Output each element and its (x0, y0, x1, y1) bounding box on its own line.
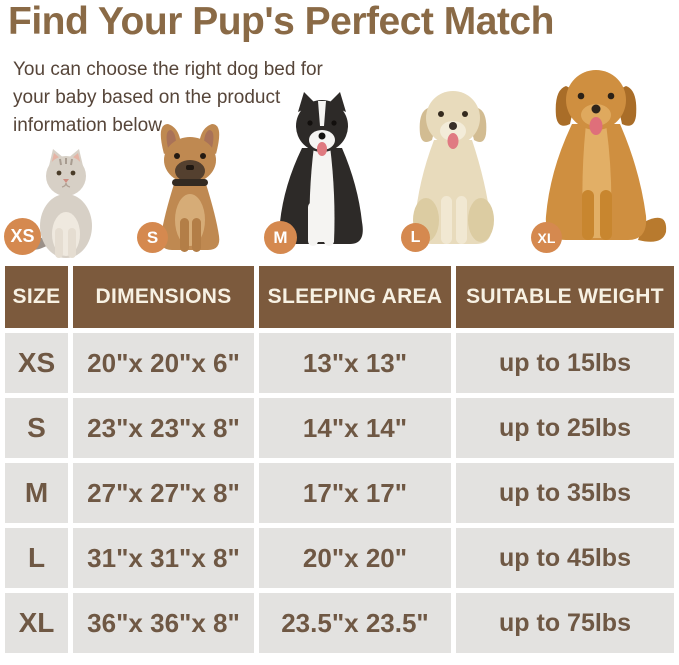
page-title: Find Your Pup's Perfect Match (8, 0, 554, 43)
size-badge-s: S (137, 222, 168, 253)
header-suitable-weight: SUITABLE WEIGHT (456, 266, 674, 328)
header-sleeping-area: SLEEPING AREA (259, 266, 451, 328)
subtitle-line: You can choose the right dog bed for (13, 59, 323, 80)
sleeping-area-cell: 14"x 14" (259, 398, 451, 458)
suitable-weight-cell: up to 45lbs (456, 528, 674, 588)
subtitle-line: information below. (13, 115, 167, 136)
golden-retriever-image (520, 58, 672, 260)
table-row-s: S 23"x 23"x 8" 14"x 14" up to 25lbs (5, 398, 674, 458)
size-cell: S (5, 398, 68, 458)
header-dimensions: DIMENSIONS (73, 266, 254, 328)
sleeping-area-cell: 13"x 13" (259, 333, 451, 393)
size-badge-label: XS (10, 226, 35, 246)
size-badge-label: L (410, 228, 421, 246)
subtitle-line: your baby based on the product (13, 87, 281, 108)
golden-retriever-puppy-image (396, 80, 510, 260)
dimensions-cell: 36"x 36"x 8" (73, 593, 254, 653)
table-row-xl: XL 36"x 36"x 8" 23.5"x 23.5" up to 75lbs (5, 593, 674, 653)
dimensions-cell: 27"x 27"x 8" (73, 463, 254, 523)
dimensions-cell: 20"x 20"x 6" (73, 333, 254, 393)
size-badge-m: M (264, 221, 297, 254)
suitable-weight-cell: up to 15lbs (456, 333, 674, 393)
size-chart-table: SIZE DIMENSIONS SLEEPING AREA SUITABLE W… (0, 261, 679, 658)
table-row-l: L 31"x 31"x 8" 20"x 20" up to 45lbs (5, 528, 674, 588)
table-header-row: SIZE DIMENSIONS SLEEPING AREA SUITABLE W… (5, 266, 674, 328)
sleeping-area-cell: 23.5"x 23.5" (259, 593, 451, 653)
size-badge-l: L (401, 223, 430, 252)
size-cell: XL (5, 593, 68, 653)
border-collie-image (258, 90, 386, 260)
size-badge-label: XL (537, 229, 556, 246)
size-badge-label: M (273, 227, 288, 247)
dimensions-cell: 23"x 23"x 8" (73, 398, 254, 458)
table-row-m: M 27"x 27"x 8" 17"x 17" up to 35lbs (5, 463, 674, 523)
french-bulldog-image (144, 120, 236, 260)
page-subtitle: You can choose the right dog bed for you… (13, 56, 323, 140)
size-badge-label: S (146, 227, 159, 247)
size-cell: XS (5, 333, 68, 393)
suitable-weight-cell: up to 75lbs (456, 593, 674, 653)
table-row-xs: XS 20"x 20"x 6" 13"x 13" up to 15lbs (5, 333, 674, 393)
size-cell: M (5, 463, 68, 523)
size-badge-xl: XL (531, 222, 562, 253)
suitable-weight-cell: up to 25lbs (456, 398, 674, 458)
sleeping-area-cell: 17"x 17" (259, 463, 451, 523)
suitable-weight-cell: up to 35lbs (456, 463, 674, 523)
size-badge-xs: XS (4, 218, 41, 255)
dimensions-cell: 31"x 31"x 8" (73, 528, 254, 588)
size-cell: L (5, 528, 68, 588)
sleeping-area-cell: 20"x 20" (259, 528, 451, 588)
header-size: SIZE (5, 266, 68, 328)
